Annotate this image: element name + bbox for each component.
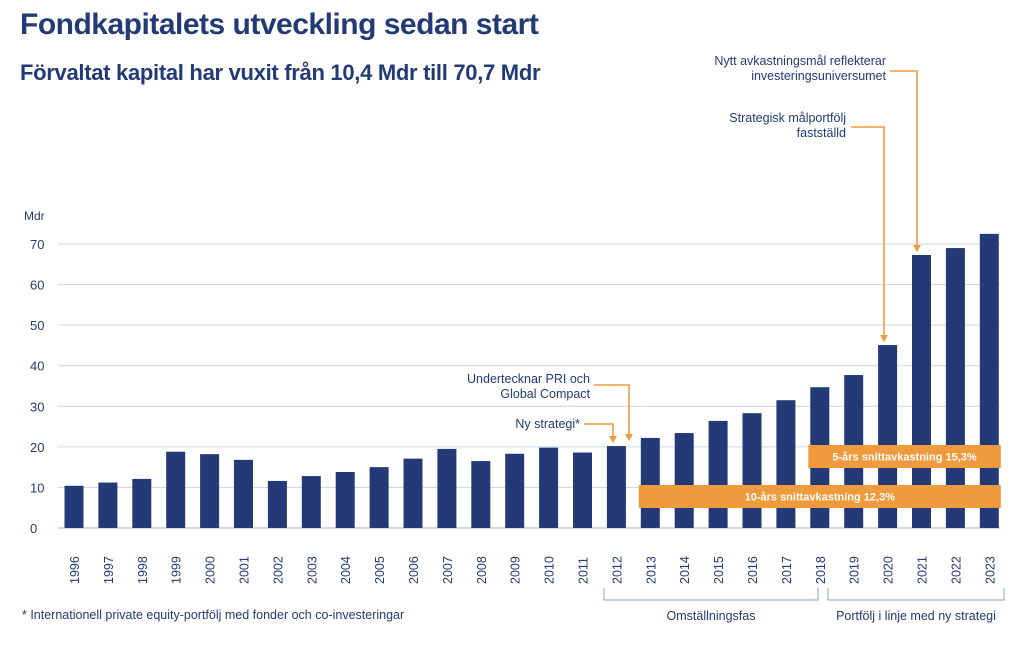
bar-2003: [301, 476, 321, 528]
arrow-head-icon: [609, 436, 617, 443]
x-tick-label: 2003: [305, 556, 319, 584]
gridlines: [58, 243, 1000, 529]
arrow-head-icon: [625, 434, 633, 441]
annotation-connector: [584, 423, 614, 440]
footnote: * Internationell private equity-portfölj…: [22, 608, 405, 622]
return-band-label: 10-års snittavkastning 12,3%: [745, 492, 896, 504]
phase-label: Portfölj i linje med ny strategi: [836, 609, 996, 623]
y-tick-label: 30: [30, 399, 44, 414]
annotation-label: Global Compact: [500, 387, 590, 401]
y-tick-label: 10: [30, 480, 44, 495]
bar-2000: [200, 454, 220, 528]
y-tick-label: 40: [30, 359, 44, 374]
bar-2007: [437, 448, 457, 528]
bar-2004: [335, 472, 355, 528]
x-tick-label: 2010: [543, 556, 557, 584]
x-tick-label: 1998: [136, 556, 150, 584]
x-tick-label: 2005: [373, 556, 387, 584]
bar-2011: [573, 452, 592, 528]
x-tick-label: 2004: [339, 556, 353, 584]
bar-2017: [776, 400, 796, 528]
x-tick-label: 2008: [475, 556, 489, 584]
bar-1999: [166, 451, 186, 528]
bar-2008: [471, 461, 491, 528]
x-tick-label: 2023: [983, 556, 997, 584]
bar-2006: [403, 458, 423, 528]
x-tick-label: 2002: [271, 556, 285, 584]
annotation-label: Undertecknar PRI och: [467, 372, 590, 386]
bar-2005: [369, 467, 389, 528]
arrow-head-icon: [913, 245, 921, 252]
x-tick-label: 1996: [68, 556, 82, 584]
y-axis-label: Mdr: [24, 209, 45, 223]
arrow-head-icon: [880, 335, 888, 342]
x-tick-label: 2015: [712, 556, 726, 584]
y-tick-label: 0: [30, 521, 37, 536]
x-tick-label: 2022: [949, 556, 963, 584]
annotation-label: fastställd: [797, 126, 846, 140]
x-tick-label: 2014: [678, 556, 692, 584]
x-tick-label: 2017: [780, 556, 794, 584]
bar-2001: [234, 459, 253, 528]
y-tick-label: 20: [30, 440, 44, 455]
bar-2010: [539, 447, 559, 528]
annotation-label: Ny strategi*: [515, 417, 580, 431]
x-tick-label: 2011: [577, 557, 591, 584]
y-tick-label: 60: [30, 278, 44, 293]
annotation-label: investeringsuniversumet: [751, 69, 886, 83]
bar-1996: [64, 485, 84, 528]
return-band: [808, 445, 1001, 468]
x-tick-label: 2021: [916, 556, 930, 584]
bar-2002: [267, 480, 287, 528]
bar-1998: [132, 478, 152, 528]
annotation-label: Nytt avkastningsmål reflekterar: [714, 54, 886, 68]
return-band: [638, 485, 1001, 508]
return-bands: 10-års snittavkastning 12,3% 5-års snitta…: [638, 445, 1001, 508]
phase-label: Omställningsfas: [667, 609, 756, 623]
phase-bracket: [827, 588, 1005, 601]
annotation-label: Strategisk målportfölj: [729, 111, 846, 125]
x-tick-label: 2016: [746, 556, 760, 584]
chart-title: Fondkapitalets utveckling sedan start: [20, 8, 539, 41]
bar-2012: [606, 446, 626, 528]
x-tick-label: 2018: [814, 556, 828, 584]
bar-2020: [878, 345, 898, 528]
bar-2009: [505, 453, 525, 528]
chart-subtitle: Förvaltat kapital har vuxit från 10,4 Md…: [20, 60, 541, 85]
y-tick-label: 50: [30, 318, 44, 333]
annotation-connector: [890, 70, 918, 249]
y-tick-label: 70: [30, 237, 44, 252]
return-band-label: 5-års snittavkastning 15,3%: [832, 452, 977, 464]
bar-2015: [708, 420, 728, 528]
x-tick-label: 2009: [509, 556, 523, 584]
x-tick-label: 2012: [610, 556, 624, 584]
bar-2013: [640, 437, 660, 528]
x-tick-label: 2000: [204, 556, 218, 584]
x-tick-label: 2001: [238, 556, 252, 584]
bar-2014: [674, 433, 694, 528]
x-tick-label: 2013: [644, 556, 658, 584]
bar-2023: [979, 233, 999, 528]
x-tick-label: 2006: [407, 556, 421, 584]
phase-bracket: [603, 588, 819, 601]
y-axis: Mdr 0 10 20 30 40 50 60 70: [24, 209, 45, 536]
x-tick-label: 2007: [441, 556, 455, 584]
bar-2016: [742, 413, 762, 528]
x-tick-label: 2019: [848, 556, 862, 584]
x-tick-label: 1999: [170, 556, 184, 584]
bar-1997: [98, 482, 118, 528]
x-axis: 1996 1997 1998 1999 2000 2001 2002 2003 2004 2005…: [68, 556, 997, 584]
annotation-connector: [594, 384, 630, 437]
annotation-connector: [851, 126, 885, 339]
x-tick-label: 1997: [102, 556, 116, 584]
x-tick-label: 2020: [882, 556, 896, 584]
phase-brackets: Omställningsfas Portfölj i linje med ny s…: [603, 588, 1005, 623]
